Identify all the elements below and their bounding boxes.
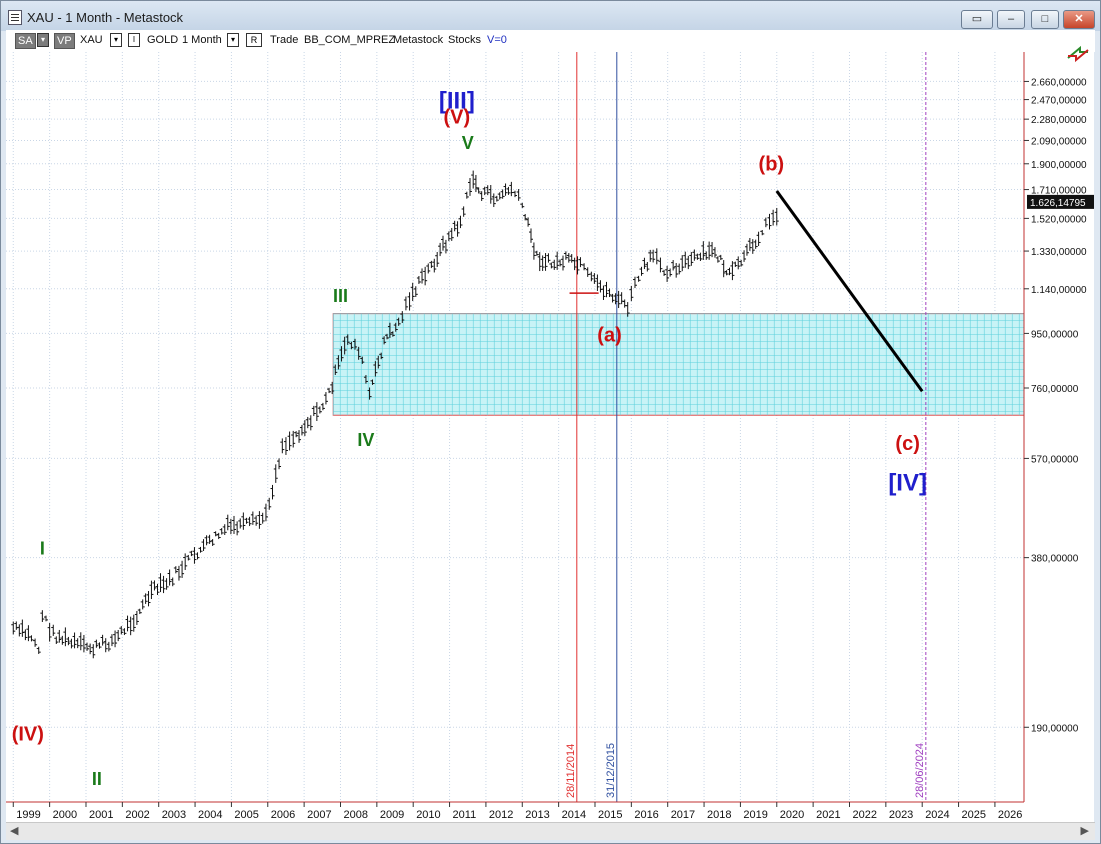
time-tick-label: 2000 bbox=[53, 809, 77, 821]
time-tick-label: 1999 bbox=[16, 809, 40, 821]
wave-label: (b) bbox=[759, 153, 785, 175]
price-tick-label: 2.470,00000 bbox=[1031, 96, 1087, 107]
wave-labels: [III](V) V (b) III (a) IV (c) [IV] I (IV) II bbox=[12, 88, 927, 789]
instrument-toggle-icon[interactable]: I bbox=[128, 33, 140, 47]
period-dropdown-icon[interactable]: ▾ bbox=[227, 33, 239, 47]
time-tick-label: 2011 bbox=[453, 809, 477, 821]
vertical-marker-label: 31/12/2015 bbox=[605, 743, 617, 798]
time-axis: 1999 2000 2001 2002 2003 2004 2005 2006 2007 2008… bbox=[6, 801, 1024, 821]
time-tick-label: 2005 bbox=[234, 809, 258, 821]
time-tick-label: 2019 bbox=[743, 809, 767, 821]
time-tick-label: 2009 bbox=[380, 809, 404, 821]
chart-toolbar: SA ▾ VP XAU ▾ I GOLD 1 Month ▾ R Trade B… bbox=[6, 30, 1095, 52]
price-tick-label: 380,00000 bbox=[1031, 554, 1079, 565]
symbol-label: XAU bbox=[80, 34, 103, 46]
projection-line bbox=[775, 190, 924, 393]
time-tick-label: 2010 bbox=[416, 809, 440, 821]
scroll-right-icon[interactable]: ▶ bbox=[1080, 825, 1089, 837]
wave-label: (a) bbox=[597, 324, 621, 346]
restore-icon[interactable]: ▭ bbox=[961, 10, 993, 29]
source-label: Metastock bbox=[393, 34, 444, 46]
wave-label: II bbox=[92, 769, 102, 789]
price-tick-label: 1.140,00000 bbox=[1031, 285, 1087, 296]
wave-label: IV bbox=[357, 430, 374, 450]
price-tick-label: 2.280,00000 bbox=[1031, 115, 1087, 126]
time-tick-label: 2018 bbox=[707, 809, 731, 821]
window-title: XAU - 1 Month - Metastock bbox=[27, 10, 184, 25]
price-tick-label: 1.330,00000 bbox=[1031, 247, 1087, 258]
time-tick-label: 2004 bbox=[198, 809, 222, 821]
title-bar: XAU - 1 Month - Metastock ▭ – □ ✕ bbox=[1, 1, 1100, 31]
chart-background bbox=[6, 52, 1094, 822]
time-tick-label: 2023 bbox=[889, 809, 913, 821]
price-tick-label: 1.520,00000 bbox=[1031, 214, 1087, 225]
minimize-button[interactable]: – bbox=[997, 10, 1025, 29]
time-tick-label: 2007 bbox=[307, 809, 331, 821]
price-tick-label: 2.090,00000 bbox=[1031, 136, 1087, 147]
time-tick-label: 2016 bbox=[634, 809, 658, 821]
symbol-dropdown-icon[interactable]: ▾ bbox=[110, 33, 122, 47]
vertical-marker-label: 28/11/2014 bbox=[565, 744, 577, 798]
wave-label: III bbox=[333, 286, 348, 306]
price-tick-label: 1.900,00000 bbox=[1031, 160, 1087, 171]
price-bars bbox=[11, 170, 779, 659]
instrument-label: GOLD bbox=[147, 34, 179, 46]
chart-grid bbox=[6, 52, 1024, 802]
wave-label: (IV) bbox=[12, 723, 44, 745]
sa-dropdown-icon[interactable]: ▾ bbox=[37, 33, 49, 47]
account-label: BB_COM_MPREZ bbox=[304, 34, 396, 46]
price-tick-label: 950,00000 bbox=[1031, 329, 1079, 340]
r-label: R bbox=[250, 35, 258, 45]
wave-label: I bbox=[40, 538, 45, 558]
price-tick-label: 2.660,00000 bbox=[1031, 77, 1087, 88]
volume-label: V=0 bbox=[487, 34, 507, 46]
time-tick-label: 2020 bbox=[780, 809, 804, 821]
last-price-badge bbox=[1027, 194, 1094, 209]
trade-label: Trade bbox=[270, 34, 299, 46]
wave-label: (V) bbox=[443, 106, 470, 128]
support-zone bbox=[332, 313, 1025, 416]
price-tick-label: 760,00000 bbox=[1031, 384, 1079, 395]
last-price-label: 1.626,14795 bbox=[1030, 198, 1086, 209]
type-label: Stocks bbox=[448, 34, 482, 46]
time-tick-label: 2025 bbox=[962, 809, 986, 821]
time-tick-label: 2013 bbox=[525, 809, 549, 821]
wave-label: V bbox=[462, 133, 474, 153]
time-tick-label: 2008 bbox=[343, 809, 367, 821]
app-icon bbox=[8, 10, 22, 25]
r-button[interactable]: R bbox=[246, 33, 262, 47]
time-tick-label: 2002 bbox=[125, 809, 149, 821]
time-tick-label: 2012 bbox=[489, 809, 513, 821]
time-tick-label: 2024 bbox=[925, 809, 949, 821]
time-tick-label: 2014 bbox=[562, 809, 586, 821]
price-tick-label: 190,00000 bbox=[1031, 723, 1079, 734]
maximize-button[interactable]: □ bbox=[1031, 10, 1059, 29]
vertical-marker-label: 28/06/2024 bbox=[914, 743, 926, 798]
zone-rect bbox=[332, 313, 1025, 416]
scroll-left-icon[interactable]: ◀ bbox=[10, 825, 19, 837]
time-tick-label: 2017 bbox=[671, 809, 695, 821]
time-tick-label: 2015 bbox=[598, 809, 622, 821]
wave-label: (c) bbox=[895, 433, 919, 455]
time-tick-label: 2001 bbox=[89, 809, 113, 821]
close-button[interactable]: ✕ bbox=[1063, 10, 1095, 29]
vp-button[interactable]: VP bbox=[54, 33, 75, 49]
price-tick-label: 570,00000 bbox=[1031, 454, 1079, 465]
horizontal-scrollbar[interactable]: ◀ ▶ bbox=[6, 822, 1095, 840]
sa-button[interactable]: SA bbox=[15, 33, 36, 49]
time-tick-label: 2006 bbox=[271, 809, 295, 821]
price-axis: 2.660,00000 2.470,00000 2.280,00000 2.090,0… bbox=[1023, 52, 1094, 802]
vertical-markers: 28/11/2014 31/12/2015 28/06/2024 bbox=[565, 52, 927, 802]
wave-label: [III] bbox=[439, 88, 475, 115]
time-tick-label: 2003 bbox=[162, 809, 186, 821]
time-tick-label: 2026 bbox=[998, 809, 1022, 821]
price-tick-label: 1.710,00000 bbox=[1031, 186, 1087, 197]
wave-label: [IV] bbox=[888, 469, 927, 496]
time-tick-label: 2022 bbox=[852, 809, 876, 821]
price-chart[interactable]: 28/11/2014 31/12/2015 28/06/2024 [III](V) V… bbox=[6, 30, 1094, 822]
projection-path bbox=[775, 190, 924, 393]
period-label: 1 Month bbox=[182, 34, 222, 46]
time-tick-label: 2021 bbox=[816, 809, 840, 821]
trade-arrows-icon[interactable] bbox=[1067, 45, 1089, 63]
